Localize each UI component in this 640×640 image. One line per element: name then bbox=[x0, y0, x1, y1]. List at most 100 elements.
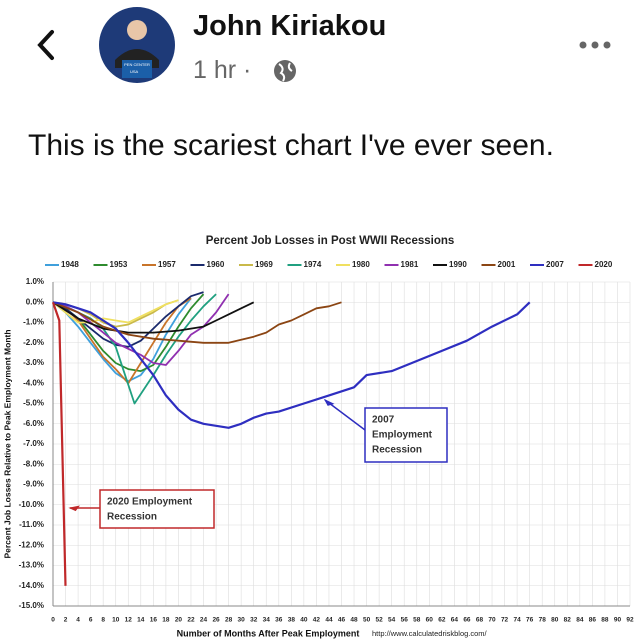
x-tick-label: 56 bbox=[401, 617, 409, 624]
x-axis-label: Number of Months After Peak Employment bbox=[177, 628, 360, 638]
x-tick-label: 92 bbox=[626, 617, 634, 624]
x-tick-label: 14 bbox=[137, 617, 145, 624]
chart-title: Percent Job Losses in Post WWII Recessio… bbox=[206, 235, 455, 247]
legend-label: 1960 bbox=[207, 260, 225, 269]
annotation-text: Employment bbox=[372, 430, 433, 441]
x-tick-label: 6 bbox=[89, 617, 93, 624]
series-line bbox=[52, 301, 342, 344]
separator: · bbox=[243, 56, 252, 84]
y-tick-label: -4.0% bbox=[23, 378, 44, 387]
back-arrow[interactable] bbox=[37, 30, 54, 60]
x-tick-label: 76 bbox=[526, 617, 534, 624]
x-tick-label: 90 bbox=[614, 617, 622, 624]
series-line bbox=[52, 299, 179, 324]
x-tick-label: 62 bbox=[438, 617, 446, 624]
x-tick-label: 40 bbox=[300, 617, 308, 624]
x-tick-label: 24 bbox=[200, 617, 208, 624]
annotation-text: 2007 bbox=[372, 415, 395, 426]
x-tick-label: 12 bbox=[125, 617, 133, 624]
y-tick-label: -5.0% bbox=[23, 399, 44, 408]
y-tick-label: -2.0% bbox=[23, 338, 44, 347]
x-tick-label: 54 bbox=[388, 617, 396, 624]
y-tick-label: -6.0% bbox=[23, 419, 44, 428]
x-tick-label: 4 bbox=[76, 617, 80, 624]
x-tick-label: 74 bbox=[513, 617, 521, 624]
more-menu[interactable] bbox=[579, 41, 611, 49]
x-tick-label: 28 bbox=[225, 617, 233, 624]
series-line bbox=[51, 301, 67, 586]
legend-label: 1981 bbox=[401, 260, 419, 269]
x-tick-label: 66 bbox=[463, 617, 471, 624]
annotation-text: Recession bbox=[372, 445, 422, 456]
y-tick-label: -11.0% bbox=[19, 520, 44, 529]
series-line bbox=[52, 297, 192, 385]
x-tick-label: 82 bbox=[564, 617, 572, 624]
arrow-head bbox=[68, 505, 80, 512]
series-line bbox=[52, 293, 217, 405]
x-tick-label: 46 bbox=[338, 617, 346, 624]
series-line bbox=[52, 301, 531, 429]
avatar-caption: PEN CENTER bbox=[124, 62, 150, 67]
y-tick-label: -7.0% bbox=[23, 439, 44, 448]
x-tick-label: 26 bbox=[212, 617, 220, 624]
post-text: This is the scariest chart I've ever see… bbox=[28, 129, 554, 162]
arrow-head bbox=[323, 398, 335, 406]
y-tick-label: -9.0% bbox=[23, 480, 44, 489]
author-name[interactable]: John Kiriakou bbox=[193, 10, 387, 42]
legend-label: 1974 bbox=[304, 260, 322, 269]
annotation-box bbox=[364, 407, 448, 463]
y-tick-label: -10.0% bbox=[19, 500, 44, 509]
legend-label: 1953 bbox=[110, 260, 128, 269]
x-tick-label: 38 bbox=[288, 617, 296, 624]
post-meta: 1 hr · bbox=[193, 56, 251, 85]
legend-label: 1957 bbox=[158, 260, 176, 269]
annotation-text: Recession bbox=[107, 512, 157, 523]
legend-label: 1969 bbox=[255, 260, 273, 269]
legend-label: 2007 bbox=[546, 260, 564, 269]
x-tick-label: 0 bbox=[51, 617, 55, 624]
annotation-box bbox=[99, 489, 215, 529]
x-tick-label: 22 bbox=[187, 617, 195, 624]
x-tick-label: 34 bbox=[263, 617, 271, 624]
globe-icon bbox=[274, 60, 296, 82]
series-line bbox=[52, 301, 255, 334]
y-axis-label: Percent Job Losses Relative to Peak Empl… bbox=[2, 329, 12, 558]
x-tick-label: 42 bbox=[313, 617, 321, 624]
x-tick-label: 44 bbox=[325, 617, 333, 624]
source: http://www.calculatedriskblog.com/ bbox=[372, 629, 488, 638]
annotation-text: 2020 Employment bbox=[107, 497, 193, 508]
x-tick-label: 64 bbox=[451, 617, 459, 624]
avatar-face bbox=[127, 20, 147, 40]
x-tick-label: 58 bbox=[413, 617, 421, 624]
avatar-caption: USA bbox=[130, 69, 139, 74]
x-tick-label: 72 bbox=[501, 617, 509, 624]
y-tick-label: -12.0% bbox=[19, 540, 44, 549]
x-tick-label: 50 bbox=[363, 617, 371, 624]
y-tick-label: -13.0% bbox=[19, 561, 44, 570]
x-tick-label: 60 bbox=[426, 617, 434, 624]
avatar-podium bbox=[122, 60, 152, 78]
legend-label: 1990 bbox=[449, 260, 467, 269]
legend-label: 1980 bbox=[352, 260, 370, 269]
x-tick-label: 36 bbox=[275, 617, 283, 624]
y-tick-label: -15.0% bbox=[19, 601, 44, 610]
y-tick-label: -14.0% bbox=[19, 581, 44, 590]
annotation-arrow bbox=[324, 399, 366, 431]
legend-label: 2020 bbox=[595, 260, 613, 269]
x-tick-label: 48 bbox=[350, 617, 358, 624]
x-tick-label: 18 bbox=[162, 617, 170, 624]
y-tick-label: -3.0% bbox=[23, 358, 44, 367]
post-time: 1 hr bbox=[193, 56, 237, 84]
x-tick-label: 32 bbox=[250, 617, 258, 624]
x-tick-label: 68 bbox=[476, 617, 484, 624]
y-tick-label: -8.0% bbox=[23, 459, 44, 468]
x-tick-label: 16 bbox=[150, 617, 158, 624]
x-tick-label: 86 bbox=[589, 617, 597, 624]
chart: Percent Job Losses in Post WWII Recessio… bbox=[2, 235, 634, 638]
legend-label: 2001 bbox=[498, 260, 516, 269]
y-tick-label: -1.0% bbox=[23, 318, 44, 327]
x-tick-label: 84 bbox=[576, 617, 584, 624]
x-tick-label: 78 bbox=[539, 617, 547, 624]
